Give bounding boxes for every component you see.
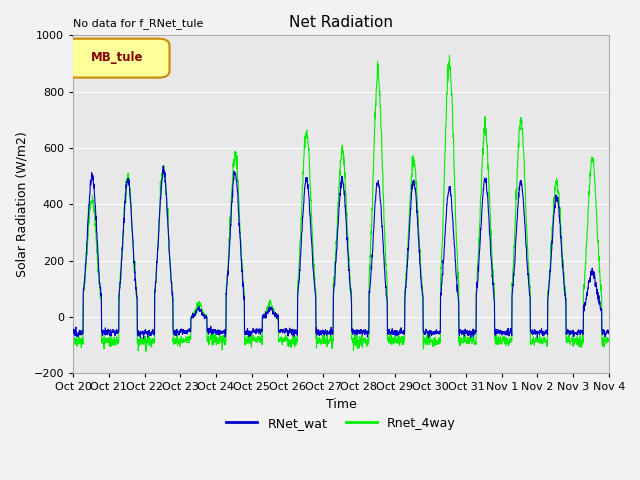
RNet_wat xyxy=(573,330,580,336)
Rnet_4way xyxy=(445,53,453,59)
Line: Rnet_4way: Rnet_4way xyxy=(73,56,609,351)
RNet_wat xyxy=(159,163,167,169)
Text: No data for f_RNet_tule: No data for f_RNet_tule xyxy=(73,18,204,29)
RNet_wat xyxy=(69,330,77,336)
Text: MB_tule: MB_tule xyxy=(92,51,144,64)
Rnet_4way xyxy=(142,348,150,354)
Rnet_4way xyxy=(497,340,505,346)
Legend: RNet_wat, Rnet_4way: RNet_wat, Rnet_4way xyxy=(221,412,461,435)
RNet_wat xyxy=(140,336,147,341)
Y-axis label: Solar Radiation (W/m2): Solar Radiation (W/m2) xyxy=(15,132,28,277)
Rnet_4way xyxy=(368,205,376,211)
Rnet_4way xyxy=(605,337,612,343)
Rnet_4way xyxy=(69,336,77,342)
Rnet_4way xyxy=(219,333,227,339)
Rnet_4way xyxy=(573,341,580,347)
RNet_wat xyxy=(497,329,505,335)
RNet_wat xyxy=(219,328,227,334)
Title: Net Radiation: Net Radiation xyxy=(289,15,393,30)
RNet_wat xyxy=(369,254,376,260)
Line: RNet_wat: RNet_wat xyxy=(73,166,609,338)
Rnet_4way xyxy=(558,243,566,249)
Rnet_4way xyxy=(356,336,364,342)
FancyBboxPatch shape xyxy=(65,39,170,78)
RNet_wat xyxy=(357,331,365,336)
RNet_wat xyxy=(558,253,566,259)
X-axis label: Time: Time xyxy=(326,398,356,411)
RNet_wat xyxy=(605,331,612,336)
